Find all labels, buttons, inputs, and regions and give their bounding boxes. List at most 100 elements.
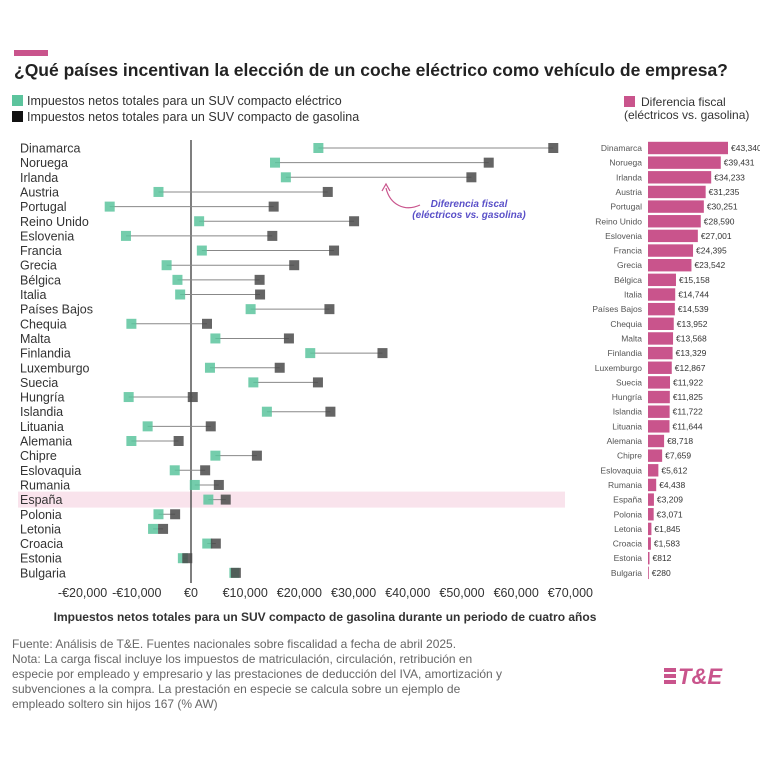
electric-marker-islandia — [261, 406, 272, 417]
diff-value-label-suecia: €11,922 — [673, 377, 703, 387]
diff-bar-dinamarca — [648, 141, 728, 155]
te-logo: T&E — [664, 664, 722, 690]
diff-value-label-francia: €24,395 — [696, 246, 727, 256]
legend-electric: Impuestos netos totales para un SUV comp… — [12, 94, 342, 108]
diff-bar-irlanda — [648, 171, 712, 184]
petrol-marker-finlandia — [377, 348, 388, 359]
diff-value-label-finlandia: €13,329 — [676, 348, 707, 358]
title-accent-bar — [14, 50, 48, 56]
diff-country-label-reino-unido: Reino Unido — [595, 216, 642, 226]
petrol-marker-dinamarca — [548, 143, 559, 153]
diff-value-label-eslovaquia: €5,612 — [661, 465, 687, 475]
electric-marker-dinamarca — [313, 143, 324, 153]
legend-diff-label-1: Diferencia fiscal — [641, 95, 726, 109]
diff-value-label-rumania: €4,438 — [659, 480, 685, 490]
diff-country-label-francia: Francia — [614, 246, 643, 256]
diff-bar-luxemburgo — [648, 361, 672, 374]
petrol-marker-noruega — [483, 157, 494, 168]
diff-country-label-portugal: Portugal — [610, 202, 642, 212]
annotation-line-2: (eléctricos vs. gasolina) — [412, 210, 526, 221]
x-axis-label: Impuestos netos totales para un SUV comp… — [54, 610, 597, 624]
diff-bar-eslovenia — [648, 229, 698, 243]
petrol-marker-belgica — [254, 274, 265, 285]
legend-electric-label: Impuestos netos totales para un SUV comp… — [27, 94, 342, 108]
petrol-marker-eslovenia — [267, 230, 278, 241]
logo-stripes — [664, 668, 676, 686]
petrol-marker-portugal — [268, 201, 279, 212]
electric-marker-suecia — [248, 377, 259, 388]
country-label-rumania: Rumania — [20, 478, 70, 492]
country-label-chequia: Chequia — [20, 317, 67, 331]
electric-marker-irlanda — [280, 172, 291, 183]
petrol-marker-espana — [220, 494, 231, 505]
diff-country-label-belgica: Bélgica — [614, 275, 642, 285]
diff-bar-espana — [648, 493, 654, 506]
diff-value-label-espana: €3,209 — [657, 495, 683, 505]
diff-country-label-dinamarca: Dinamarca — [601, 143, 642, 153]
diff-country-label-rumania: Rumania — [608, 480, 642, 490]
diff-bar-hungria — [648, 390, 670, 404]
country-label-eslovaquia: Eslovaquia — [20, 464, 81, 478]
country-label-dinamarca: Dinamarca — [20, 142, 80, 156]
diff-value-label-malta: €13,568 — [676, 333, 707, 343]
diff-bar-paises-bajos — [648, 302, 675, 316]
country-label-hungria: Hungría — [20, 391, 65, 405]
country-label-malta: Malta — [20, 332, 51, 346]
country-label-reino-unido: Reino Unido — [20, 215, 89, 229]
legend-petrol-label: Impuestos netos totales para un SUV comp… — [27, 110, 360, 124]
petrol-marker-polonia — [170, 509, 181, 520]
diff-country-label-chipre: Chipre — [617, 451, 642, 461]
electric-marker-hungria — [123, 392, 134, 403]
x-tick-label: €30,000 — [331, 586, 376, 600]
diff-country-label-austria: Austria — [616, 187, 643, 197]
diff-country-label-islandia: Islandia — [613, 407, 643, 417]
diff-bar-chequia — [648, 317, 674, 330]
diff-value-label-paises-bajos: €14,539 — [678, 304, 709, 314]
chart-canvas: -€20,000 -€10,000 €0 €10,000 €20,000 €30,000 €… — [18, 140, 760, 624]
diff-bar-francia — [648, 244, 694, 257]
diff-value-label-lituania: €11,644 — [672, 421, 702, 431]
country-label-luxemburgo: Luxemburgo — [20, 361, 90, 375]
electric-marker-chequia — [126, 318, 137, 329]
diff-country-label-italia: Italia — [624, 290, 642, 300]
diff-bar-chipre — [648, 449, 663, 462]
country-label-portugal: Portugal — [20, 200, 67, 214]
diff-value-label-polonia: €3,071 — [657, 509, 683, 519]
petrol-marker-austria — [322, 186, 333, 197]
diff-bar-letonia — [648, 522, 652, 536]
diff-country-label-malta: Malta — [621, 333, 642, 343]
country-label-suecia: Suecia — [20, 376, 58, 390]
petrol-marker-reino-unido — [349, 216, 360, 227]
electric-marker-italia — [175, 289, 186, 300]
petrol-marker-estonia — [182, 553, 193, 564]
legend-petrol: Impuestos netos totales para un SUV comp… — [12, 110, 359, 124]
petrol-marker-hungria — [187, 392, 198, 403]
legend-petrol-swatch — [12, 111, 23, 122]
electric-marker-luxemburgo — [204, 362, 215, 373]
electric-marker-rumania — [189, 479, 200, 490]
diff-value-label-austria: €31,235 — [709, 187, 740, 197]
electric-marker-noruega — [270, 157, 281, 168]
footer: Fuente: Análisis de T&E. Fuentes naciona… — [12, 637, 512, 712]
country-label-francia: Francia — [20, 244, 62, 258]
country-label-noruega: Noruega — [20, 156, 68, 170]
diff-bar-suecia — [648, 376, 671, 389]
diff-bar-portugal — [648, 200, 704, 213]
petrol-marker-malta — [283, 333, 294, 344]
electric-marker-eslovenia — [120, 230, 131, 241]
diff-bar-noruega — [648, 156, 721, 169]
diff-bar-islandia — [648, 405, 670, 418]
petrol-marker-chipre — [251, 450, 262, 461]
petrol-marker-luxemburgo — [274, 362, 285, 373]
electric-marker-lituania — [142, 421, 153, 432]
country-label-belgica: Bélgica — [20, 273, 61, 287]
country-label-eslovenia: Eslovenia — [20, 229, 74, 243]
diff-country-label-suecia: Suecia — [616, 377, 642, 387]
diff-value-label-bulgaria: €280 — [652, 568, 671, 578]
country-label-alemania: Alemania — [20, 435, 72, 449]
annotation-arrow — [385, 187, 421, 209]
petrol-marker-francia — [329, 245, 340, 256]
petrol-marker-chequia — [201, 318, 212, 329]
diff-country-label-eslovenia: Eslovenia — [605, 231, 642, 241]
country-label-bulgaria: Bulgaria — [20, 566, 66, 580]
